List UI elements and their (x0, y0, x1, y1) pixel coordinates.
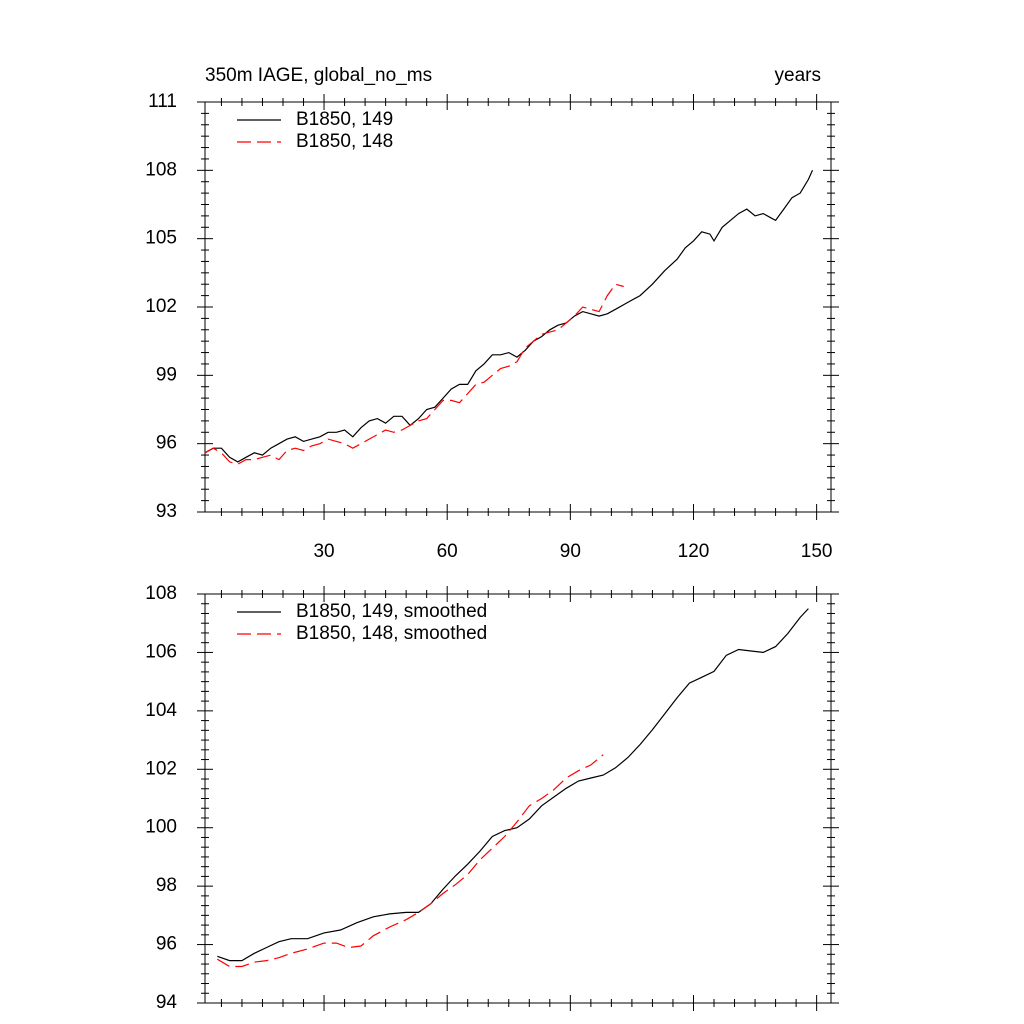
y-tick-label: 104 (145, 700, 177, 721)
y-tick-label: 100 (145, 817, 177, 838)
x-tick-label: 60 (437, 541, 458, 562)
data-line (216, 754, 604, 968)
y-tick-label: 106 (145, 641, 177, 662)
y-tick-label: 96 (156, 433, 177, 454)
y-tick-label: 96 (156, 934, 177, 955)
y-tick-label: 105 (145, 228, 177, 249)
legend-label: B1850, 148 (296, 131, 393, 152)
y-tick-label: 108 (145, 159, 177, 180)
y-tick-label: 94 (156, 992, 178, 1013)
y-tick-label: 93 (156, 501, 177, 522)
plot-frame (204, 101, 832, 513)
chart-title: 350m IAGE, global_no_ms (205, 65, 432, 86)
x-tick-label: 150 (801, 541, 833, 562)
legend-label: B1850, 149, smoothed (296, 601, 487, 622)
x-tick-label: 30 (313, 541, 334, 562)
y-tick-label: 102 (145, 758, 177, 779)
y-tick-label: 98 (156, 875, 177, 896)
legend-label: B1850, 148, smoothed (296, 623, 487, 644)
data-line (217, 608, 809, 962)
y-tick-label: 111 (148, 91, 177, 112)
data-line (204, 283, 624, 465)
y-tick-label: 102 (145, 296, 177, 317)
plot-frame (204, 593, 832, 1004)
y-tick-label: 108 (145, 583, 177, 604)
y-tick-label: 99 (156, 364, 177, 385)
chart-subtitle: years (775, 65, 821, 86)
legend-label: B1850, 149 (296, 109, 393, 130)
x-tick-label: 90 (560, 541, 581, 562)
x-tick-label: 120 (678, 541, 710, 562)
data-line (204, 170, 814, 463)
